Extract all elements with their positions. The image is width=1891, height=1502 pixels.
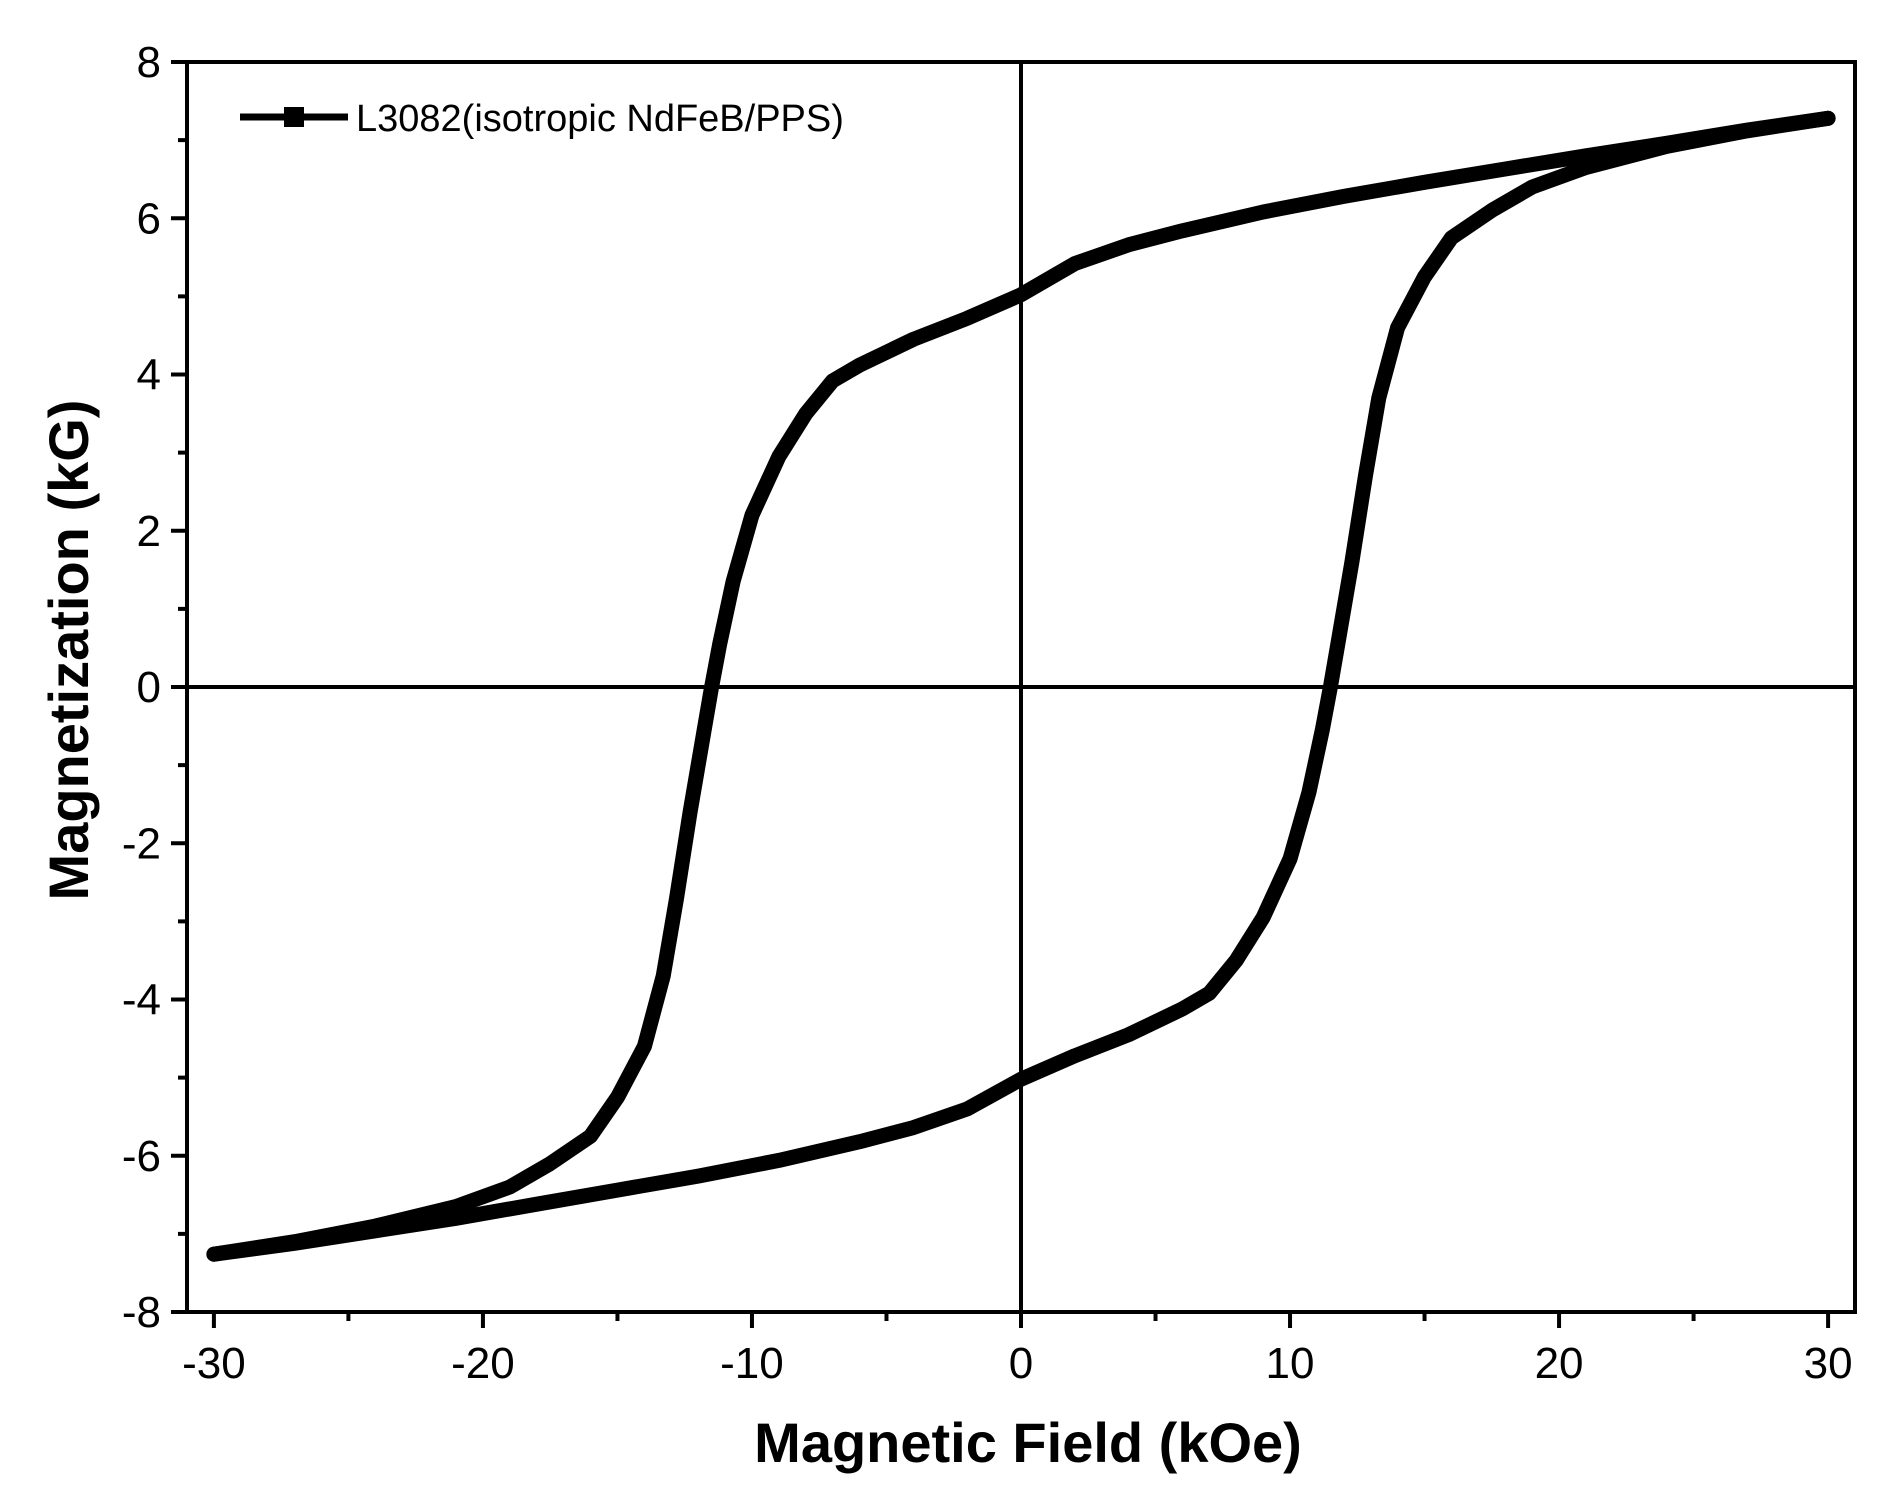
legend-label-l3082: L3082(isotropic NdFeB/PPS) (356, 98, 844, 140)
series-branch-descending (206, 110, 1836, 1262)
y-tick-label: -8 (122, 1288, 161, 1337)
x-tick-label: -30 (182, 1339, 246, 1388)
series-branch-ascending (206, 110, 1836, 1262)
x-axis-ticks: -30 -20 -10 0 10 20 30 (182, 1312, 1853, 1388)
y-tick-label: -4 (122, 976, 161, 1025)
x-tick-label: -10 (720, 1339, 784, 1388)
series-layer (206, 110, 1836, 1262)
x-axis-title: Magnetic Field (kOe) (754, 1411, 1302, 1474)
y-axis-title: Magnetization (kG) (37, 400, 100, 901)
y-tick-label: 2 (137, 507, 161, 556)
y-tick-label: 0 (137, 663, 161, 712)
y-tick-label: 4 (137, 351, 161, 400)
x-tick-label: 30 (1804, 1339, 1853, 1388)
legend-marker-square (284, 107, 304, 127)
y-tick-label: -6 (122, 1132, 161, 1181)
zero-lines (187, 62, 1855, 1312)
x-tick-label: 0 (1009, 1339, 1033, 1388)
y-axis-ticks: -8 -6 -4 -2 0 2 4 6 8 (122, 38, 187, 1337)
x-tick-label: 20 (1535, 1339, 1584, 1388)
x-tick-label: 10 (1266, 1339, 1315, 1388)
y-tick-label: 8 (137, 38, 161, 87)
legend: L3082(isotropic NdFeB/PPS) (240, 98, 844, 140)
x-tick-label: -20 (451, 1339, 515, 1388)
y-tick-label: -2 (122, 819, 161, 868)
y-tick-label: 6 (137, 194, 161, 243)
